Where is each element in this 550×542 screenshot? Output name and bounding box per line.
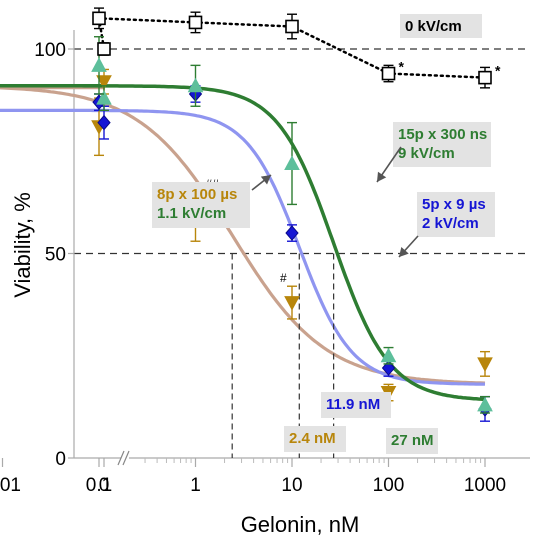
series-15p-300ns-point — [380, 347, 397, 363]
series-5p-9us-point — [97, 114, 111, 131]
label-15p-300ns-box — [393, 122, 491, 167]
ec50-label-27nM-text: 27 nM — [391, 432, 434, 449]
label-8p-100us-box — [152, 182, 250, 228]
series-8p-100us-point — [477, 357, 493, 372]
series-8p-100us-point — [96, 75, 112, 90]
label-8p-100us-text: 8p x 100 µs — [157, 186, 237, 203]
series-15p-300ns-point — [91, 57, 107, 72]
series-5p-9us-point — [285, 225, 299, 241]
ec50-markers — [231, 253, 335, 458]
x-tick-label: 0.01 — [0, 475, 21, 496]
significance-mark: * — [495, 63, 501, 79]
series-points — [91, 7, 493, 422]
fit-curves — [0, 84, 486, 402]
arrow-8p-100us-head — [260, 175, 271, 185]
series-15p-300ns-point — [284, 155, 300, 171]
label-15p-300ns-text: 9 kV/cm — [398, 145, 455, 162]
series-control-point — [381, 66, 396, 81]
x-tick-label: 1 — [190, 475, 201, 496]
series-15p-300ns-point — [477, 396, 493, 412]
ec50-label-11.9nM-text: 11.9 nM — [326, 396, 380, 413]
y-tick-label: 50 — [45, 245, 66, 266]
series-control-point — [92, 11, 106, 26]
series-8p-100us-point — [284, 296, 300, 311]
x-tick-label: 0.1 — [86, 475, 112, 496]
label-15p-300ns-text: 15p x 300 ns — [398, 126, 487, 143]
fit-curve-15p-300ns — [0, 84, 486, 402]
axis-break-mark — [122, 450, 130, 466]
series-control-point — [188, 15, 203, 30]
label-control-text: 0 kV/cm — [405, 18, 462, 35]
series-15p-300ns-point — [187, 77, 204, 93]
label-control-box — [400, 14, 482, 38]
series-control-point — [97, 42, 111, 56]
y-tick-label: 100 — [34, 40, 66, 61]
series-control-point — [285, 19, 299, 34]
ec50-label-2.4nM-text: 2.4 nM — [289, 430, 336, 447]
label-5p-9us-box — [417, 192, 495, 237]
fit-curve-5p-9us — [0, 108, 486, 386]
ec50-label-27nM-box — [386, 428, 438, 454]
x-tick-label: 10 — [281, 475, 302, 496]
x-axis-title: Gelonin, nM — [241, 512, 360, 537]
ec50-label-11.9nM-box — [321, 392, 391, 418]
significance-mark: # — [280, 271, 287, 285]
x-tick-label: 100 — [373, 475, 405, 496]
x-tick-label: 1000 — [464, 475, 506, 496]
significance-mark: * — [399, 59, 405, 75]
label-5p-9us-text: 2 kV/cm — [422, 215, 479, 232]
label-8p-100us-text: 1.1 kV/cm — [157, 205, 226, 222]
arrow-5p-9us-head — [399, 246, 409, 257]
x-tick-label: 0 — [99, 475, 110, 496]
axis-break-mark — [117, 450, 125, 466]
series-15p-300ns-point — [96, 90, 112, 105]
y-tick-label: 0 — [55, 449, 66, 470]
arrow-15p-300ns-head — [377, 171, 387, 182]
series-control-point — [478, 70, 492, 85]
y-axis-title: Viability, % — [10, 192, 35, 298]
label-5p-9us-text: 5p x 9 µs — [422, 196, 486, 213]
ec50-label-2.4nM-box — [284, 426, 346, 452]
